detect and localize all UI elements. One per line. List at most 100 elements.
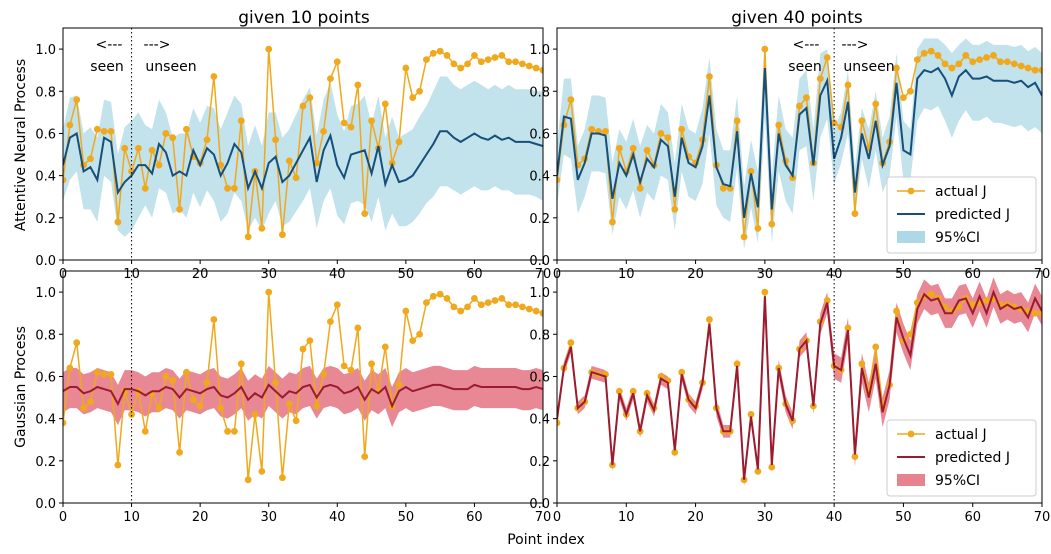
actual-point [927,47,935,55]
unseen-label: unseen [145,59,196,75]
actual-point [436,47,444,55]
actual-point [920,49,928,57]
actual-point [429,49,437,57]
actual-point [747,168,755,175]
y-tick-label: 0.2 [529,455,550,470]
actual-point [464,303,471,311]
legend-label: 95%CI [935,230,980,246]
x-axis-label: Point index [507,532,585,548]
actual-point [657,373,665,380]
actual-point [706,73,713,80]
actual-point [231,427,238,435]
actual-point [128,411,135,418]
actual-point [416,330,423,338]
actual-point [320,370,327,378]
left-arrow-label: <--- [793,37,820,53]
actual-point [265,288,273,296]
ci-band [63,76,543,237]
actual-point [913,56,921,64]
actual-point [629,387,637,395]
actual-point [615,144,623,152]
ci-band [63,365,543,428]
actual-point [423,56,430,64]
actual-point [740,233,748,241]
right-arrow-label: ---> [144,37,171,53]
actual-point [1038,66,1042,74]
x-tick-label: 70 [1034,510,1051,525]
y-tick-label: 0.4 [35,413,56,428]
actual-point [210,73,218,80]
x-tick-label: 20 [687,267,704,282]
actual-point [258,224,266,232]
actual-point [237,117,245,125]
actual-point [990,52,997,59]
y-tick-label: 0.0 [529,497,550,512]
actual-point [557,176,561,184]
y-tick-label: 0.8 [35,328,56,343]
x-tick-label: 20 [192,267,209,282]
actual-point [148,146,156,154]
actual-point [823,297,831,304]
y-tick-label: 0.0 [529,254,550,269]
actual-point [491,54,499,61]
actual-point [368,117,375,125]
actual-point [63,176,67,184]
actual-point [893,64,900,72]
actual-point [93,125,101,133]
actual-point [279,474,286,482]
actual-point [176,205,183,213]
actual-point [796,102,803,110]
actual-point [114,218,122,226]
actual-point [733,360,741,368]
actual-point [532,64,540,72]
x-tick-label: 60 [964,510,981,525]
actual-point [567,339,575,347]
actual-point [87,155,94,163]
seen-unseen-annotation-left: <--- ---> seen unseen [90,37,196,75]
actual-point [416,87,423,95]
actual-point [457,307,465,315]
actual-point [80,404,87,412]
actual-point [450,303,458,311]
actual-point [858,117,866,125]
actual-point [327,318,334,326]
actual-point [93,368,101,376]
actual-point [272,136,279,144]
actual-point [761,288,769,296]
actual-point [224,427,231,435]
actual-point [100,127,108,135]
legend-label: actual J [935,184,987,200]
col-title-left: given 10 points [238,8,370,28]
y-tick-label: 0.0 [35,497,56,512]
actual-point [997,58,1004,66]
actual-point [844,324,852,332]
actual-point [299,345,307,353]
actual-point [395,138,403,146]
x-tick-label: 30 [757,510,774,525]
y-tick-label: 0.8 [35,85,56,100]
actual-point [976,56,984,64]
y-tick-label: 1.0 [529,43,550,58]
x-tick-label: 40 [329,510,346,525]
actual-point [927,290,935,298]
legend-label: predicted J [935,450,1010,466]
actual-point [906,330,914,338]
seen-unseen-annotation-right: <--- ---> seen unseen [788,37,894,75]
y-tick-label: 1.0 [529,286,550,301]
plot-area [557,277,1042,487]
actual-point [87,398,94,406]
y-tick-label: 0.2 [35,212,56,227]
actual-point [505,301,513,309]
actual-point [354,324,362,332]
x-tick-label: 60 [964,267,981,282]
actual-point [498,295,506,302]
actual-point [557,419,561,427]
actual-point [1010,60,1018,68]
predicted-line [557,289,1042,480]
actual-point [258,467,266,475]
legend-label: predicted J [935,207,1010,223]
actual-point [567,96,575,104]
actual-point [636,184,644,192]
actual-point [272,379,279,387]
x-tick-label: 50 [398,510,415,525]
